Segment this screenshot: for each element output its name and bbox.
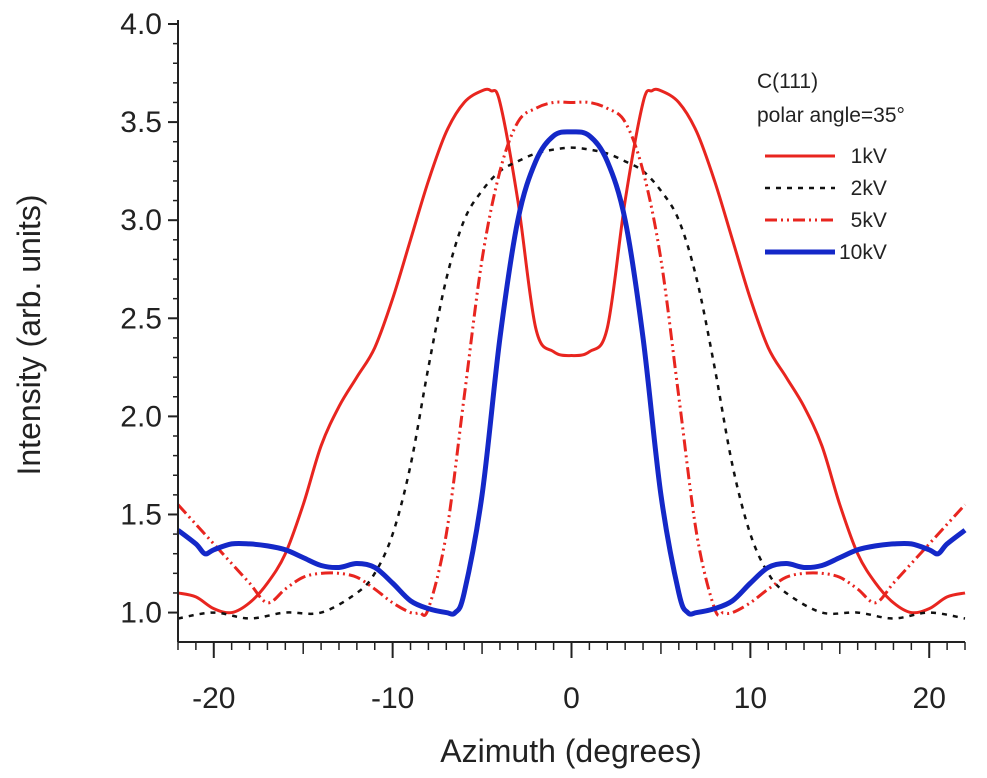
series-line-1kv <box>177 87 966 615</box>
y-tick-label: 2.0 <box>120 400 162 433</box>
y-tick-label: 3.0 <box>120 204 162 237</box>
x-tick-label: -20 <box>192 682 235 715</box>
y-tick-label: 3.5 <box>120 106 162 139</box>
series-line-10kv <box>176 129 967 617</box>
y-tick-label: 1.5 <box>120 498 162 531</box>
y-tick-label: 4.0 <box>120 8 162 41</box>
x-tick-label: -10 <box>371 682 414 715</box>
legend-title-line: C(111) <box>757 70 818 93</box>
legend: C(111) polar angle=35° 1kV 2kV 5kV 10kV <box>757 70 905 264</box>
series-line-2kv <box>177 146 966 620</box>
series-line-5kv <box>176 100 967 617</box>
y-tick-label: 1.0 <box>120 597 162 630</box>
x-axis-title: Azimuth (degrees) <box>440 733 701 769</box>
y-axis-title: Intensity (arb. units) <box>11 195 47 476</box>
legend-label-5kv: 5kV <box>839 209 887 232</box>
x-tick-label: 10 <box>734 682 767 715</box>
axes-layer: 1.0 1.5 2.0 2.5 3.0 3.5 4.0 -20 -10 0 10 20 <box>120 8 966 715</box>
y-tick-label: 2.5 <box>120 302 162 335</box>
x-tick-label: 0 <box>563 682 580 715</box>
legend-label-2kv: 2kV <box>839 177 887 200</box>
legend-label-10kv: 10kV <box>839 241 887 264</box>
x-tick-label: 20 <box>913 682 946 715</box>
legend-title-line: polar angle=35° <box>757 104 905 127</box>
legend-label-1kv: 1kV <box>839 145 887 168</box>
series-layer <box>176 87 967 620</box>
